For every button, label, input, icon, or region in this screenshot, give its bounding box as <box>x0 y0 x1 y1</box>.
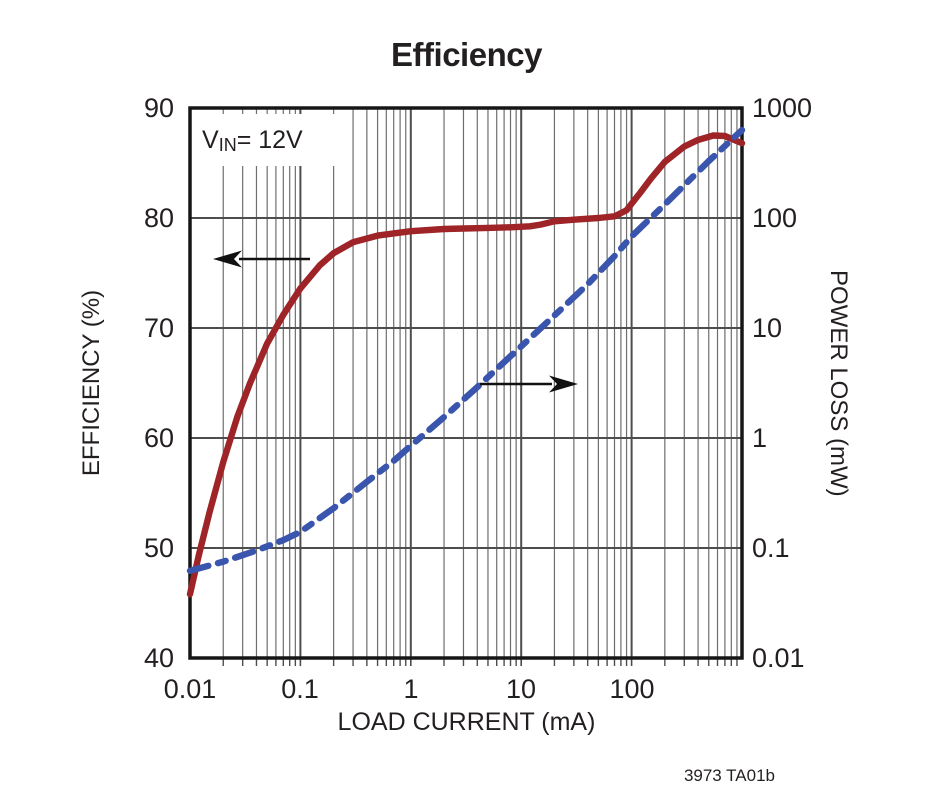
x-axis-title: LOAD CURRENT (mA) <box>337 708 596 736</box>
left-tick-60: 60 <box>143 423 174 453</box>
right-tick-01: 0.1 <box>752 533 790 563</box>
plot-border <box>188 106 744 660</box>
x-tick-01: 0.1 <box>281 674 319 704</box>
left-axis-title: EFFICIENCY (%) <box>78 289 105 477</box>
left-arrow-head <box>213 250 242 268</box>
right-tick-1: 1 <box>752 423 768 453</box>
left-tick-90: 90 <box>143 93 174 123</box>
right-tick-001: 0.01 <box>752 643 805 673</box>
plot-border-rect <box>188 106 744 660</box>
right-axis-title: POWER LOSS (mW) <box>825 269 852 497</box>
grid-lines <box>190 108 742 666</box>
x-tick-1: 1 <box>403 674 419 704</box>
axis-pointer-arrows <box>213 250 578 393</box>
left-tick-70: 70 <box>143 313 174 343</box>
curve-power-loss <box>186 126 746 574</box>
vin-var: V <box>202 125 219 154</box>
vin-annotation: V IN = 12V <box>196 114 344 166</box>
figure-caption: 3973 TA01b <box>683 766 775 785</box>
curve-efficiency <box>186 132 746 598</box>
right-tick-10: 10 <box>752 313 783 343</box>
data-curves <box>186 126 746 598</box>
right-tick-1000: 1000 <box>752 93 813 123</box>
left-tick-40: 40 <box>143 643 174 673</box>
x-tick-100: 100 <box>609 674 655 704</box>
left-tick-50: 50 <box>143 533 174 563</box>
vin-value: = 12V <box>236 125 303 154</box>
x-tick-001: 0.01 <box>163 674 217 704</box>
right-arrow-head <box>549 375 578 393</box>
x-tick-10: 10 <box>505 674 537 704</box>
left-tick-80: 80 <box>143 203 174 233</box>
chart-title: Efficiency <box>391 36 542 73</box>
right-tick-100: 100 <box>752 203 798 233</box>
